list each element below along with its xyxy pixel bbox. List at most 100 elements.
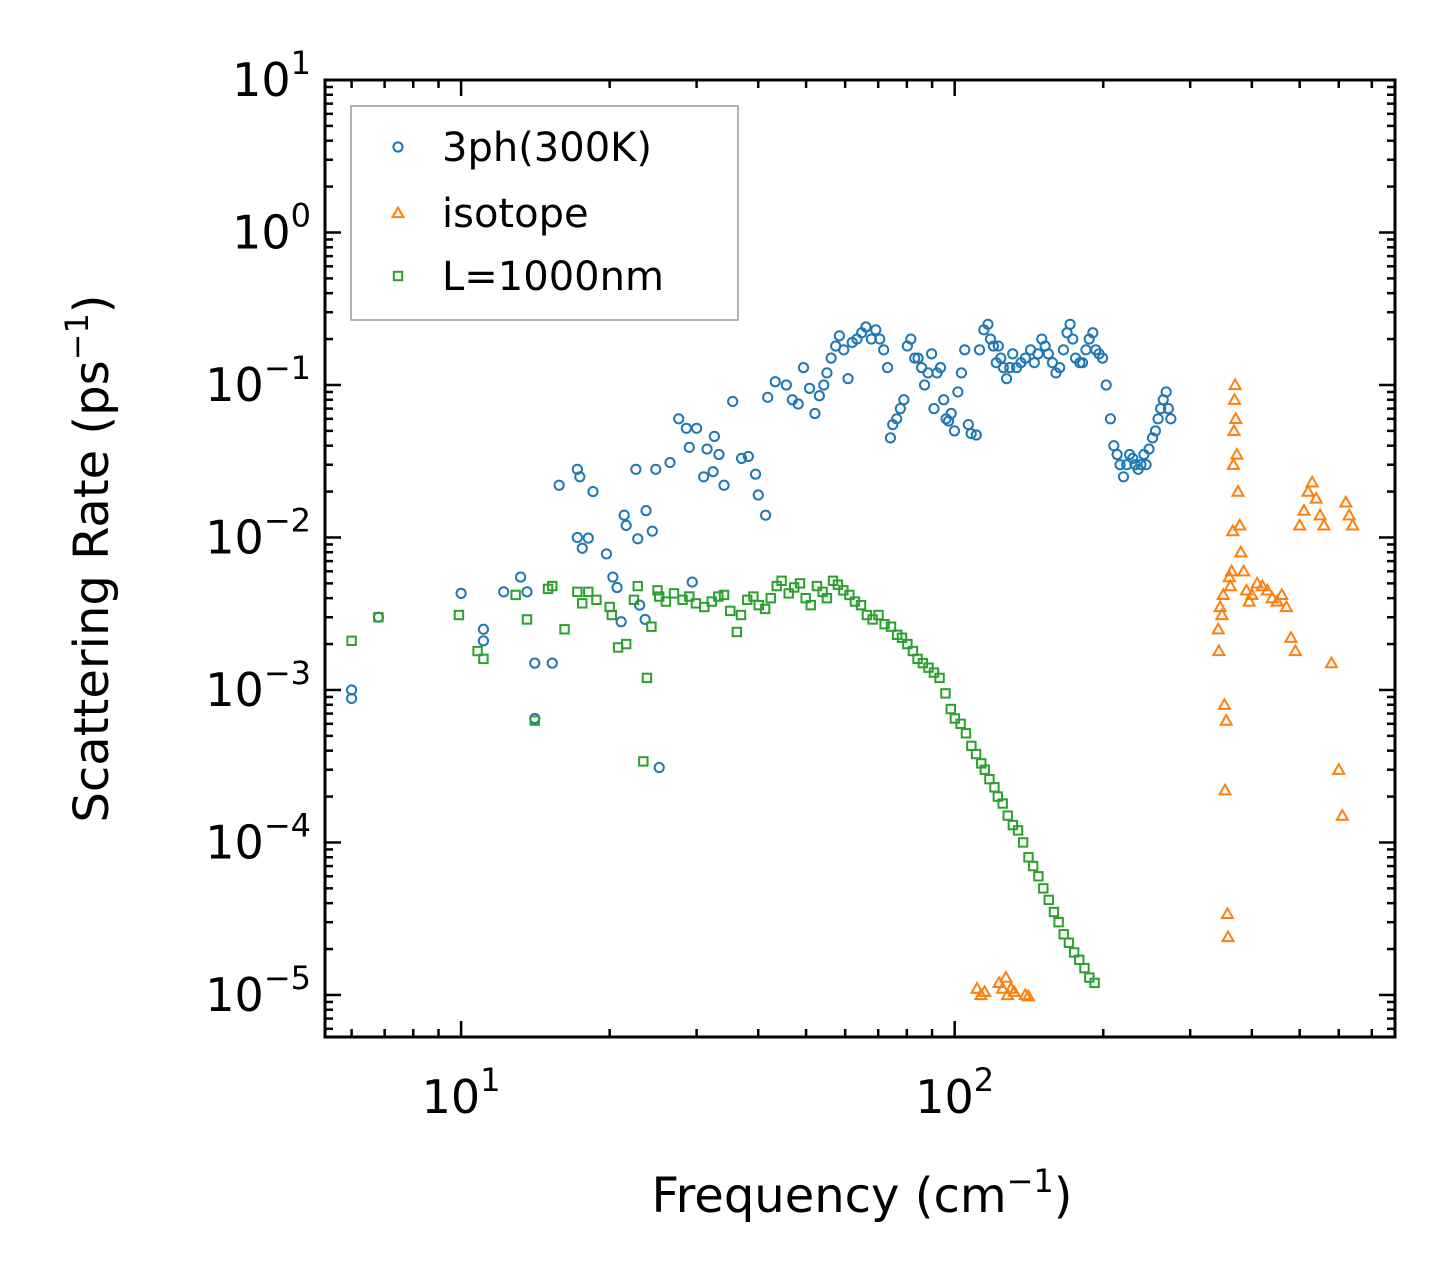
data-point xyxy=(928,403,940,415)
data-point xyxy=(1084,972,1095,983)
x-tick-label-exp: 1 xyxy=(480,1061,500,1099)
data-point xyxy=(1217,697,1232,710)
data-point xyxy=(1260,582,1275,596)
data-point xyxy=(949,713,961,724)
data-point xyxy=(1028,357,1040,369)
y-tick-label: 10−4 xyxy=(205,806,311,869)
data-point xyxy=(1108,440,1120,452)
data-point xyxy=(1165,413,1177,425)
data-point xyxy=(630,463,642,475)
data-point xyxy=(809,407,821,420)
data-point xyxy=(1233,544,1249,558)
y-tick-label-exp: −4 xyxy=(264,806,311,844)
data-point xyxy=(873,609,884,621)
data-point xyxy=(1017,837,1029,848)
data-point xyxy=(638,756,649,767)
data-point xyxy=(1223,578,1238,592)
data-point xyxy=(970,429,982,441)
data-point xyxy=(1239,582,1254,596)
data-point xyxy=(707,466,719,478)
series-layer xyxy=(345,318,1360,1002)
series-3ph(300K) xyxy=(345,318,1177,774)
data-point xyxy=(1079,962,1090,974)
data-point xyxy=(1096,352,1109,364)
data-point xyxy=(945,407,957,420)
data-point xyxy=(821,592,833,604)
data-point xyxy=(1021,988,1036,1002)
x-axis-label-text: Frequency (cm xyxy=(651,1168,1006,1224)
data-point xyxy=(995,981,1010,994)
data-point xyxy=(894,403,906,415)
y-tick-label-base: 10 xyxy=(205,663,264,717)
data-point xyxy=(749,468,762,480)
data-point xyxy=(926,348,938,360)
data-point xyxy=(885,621,897,632)
data-point xyxy=(1279,599,1294,613)
data-point xyxy=(1074,954,1085,966)
data-point xyxy=(646,525,658,537)
data-point xyxy=(1140,459,1152,471)
data-point xyxy=(1160,386,1172,398)
data-point xyxy=(572,586,583,598)
data-point xyxy=(664,456,676,469)
data-point xyxy=(731,626,743,638)
legend-marker xyxy=(390,205,406,219)
data-point xyxy=(1308,491,1324,504)
data-point xyxy=(1067,333,1079,345)
data-point xyxy=(813,390,825,402)
x-tick-label: 101 xyxy=(422,1061,501,1124)
data-point xyxy=(1048,906,1060,918)
legend-marker xyxy=(392,141,404,153)
data-point xyxy=(576,542,588,554)
y-tick-label-exp: 0 xyxy=(291,196,311,234)
data-point xyxy=(632,580,643,592)
y-tick-label: 100 xyxy=(232,196,311,259)
data-point xyxy=(1127,452,1139,465)
data-point xyxy=(842,373,854,385)
data-point xyxy=(686,576,698,588)
data-point xyxy=(587,485,599,498)
y-tick-label-exp: −5 xyxy=(264,959,311,997)
data-point xyxy=(1324,655,1339,669)
data-point xyxy=(891,413,903,425)
data-point xyxy=(1007,348,1019,360)
data-point xyxy=(735,452,748,465)
data-point xyxy=(1249,575,1265,589)
data-point xyxy=(998,970,1014,983)
data-point xyxy=(1135,459,1147,471)
data-point xyxy=(646,621,657,632)
data-point xyxy=(618,509,630,521)
data-point xyxy=(455,587,467,599)
data-point xyxy=(582,532,594,544)
data-point xyxy=(832,579,844,590)
data-point xyxy=(684,591,695,602)
data-point xyxy=(881,362,894,374)
legend-box xyxy=(350,105,739,321)
data-point xyxy=(776,575,787,586)
data-point xyxy=(713,448,725,461)
data-point xyxy=(898,394,910,406)
x-tick-label-base: 10 xyxy=(915,1070,974,1124)
legend-label: L=1000nm xyxy=(442,254,664,300)
data-point xyxy=(896,632,908,643)
data-point xyxy=(959,344,971,356)
data-point xyxy=(653,761,665,774)
data-point xyxy=(977,984,992,997)
data-point xyxy=(797,362,810,374)
data-point xyxy=(1152,413,1164,425)
data-point xyxy=(660,596,672,607)
data-point xyxy=(1241,594,1257,607)
data-point xyxy=(453,609,465,621)
data-point xyxy=(1292,517,1307,531)
series-isotope xyxy=(969,377,1360,1002)
data-point xyxy=(1089,977,1100,989)
data-point xyxy=(1033,871,1044,882)
data-point xyxy=(346,635,357,647)
data-point xyxy=(945,703,956,715)
data-point xyxy=(948,425,961,437)
data-point xyxy=(1087,327,1099,339)
data-point xyxy=(1012,825,1024,836)
x-tick-label-base: 10 xyxy=(422,1070,481,1124)
data-point xyxy=(821,367,833,379)
